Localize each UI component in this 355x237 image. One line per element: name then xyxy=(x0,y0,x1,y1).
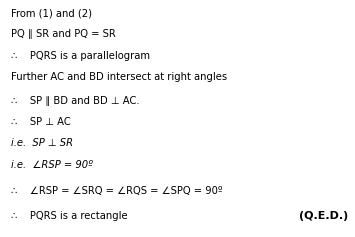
Text: i.e.  ∠RSP = 90º: i.e. ∠RSP = 90º xyxy=(11,160,93,170)
Text: ∴    SP ⊥ AC: ∴ SP ⊥ AC xyxy=(11,117,70,127)
Text: (Q.E.D.): (Q.E.D.) xyxy=(299,211,348,221)
Text: ∴    SP ∥ BD and BD ⊥ AC.: ∴ SP ∥ BD and BD ⊥ AC. xyxy=(11,96,139,106)
Text: i.e.  SP ⊥ SR: i.e. SP ⊥ SR xyxy=(11,138,73,148)
Text: PQ ∥ SR and PQ = SR: PQ ∥ SR and PQ = SR xyxy=(11,29,115,39)
Text: ∴    PQRS is a parallelogram: ∴ PQRS is a parallelogram xyxy=(11,51,150,61)
Text: From (1) and (2): From (1) and (2) xyxy=(11,8,92,18)
Text: ∴    ∠RSP = ∠SRQ = ∠RQS = ∠SPQ = 90º: ∴ ∠RSP = ∠SRQ = ∠RQS = ∠SPQ = 90º xyxy=(11,186,222,196)
Text: ∴    PQRS is a rectangle: ∴ PQRS is a rectangle xyxy=(11,211,127,221)
Text: Further AC and BD intersect at right angles: Further AC and BD intersect at right ang… xyxy=(11,72,227,82)
